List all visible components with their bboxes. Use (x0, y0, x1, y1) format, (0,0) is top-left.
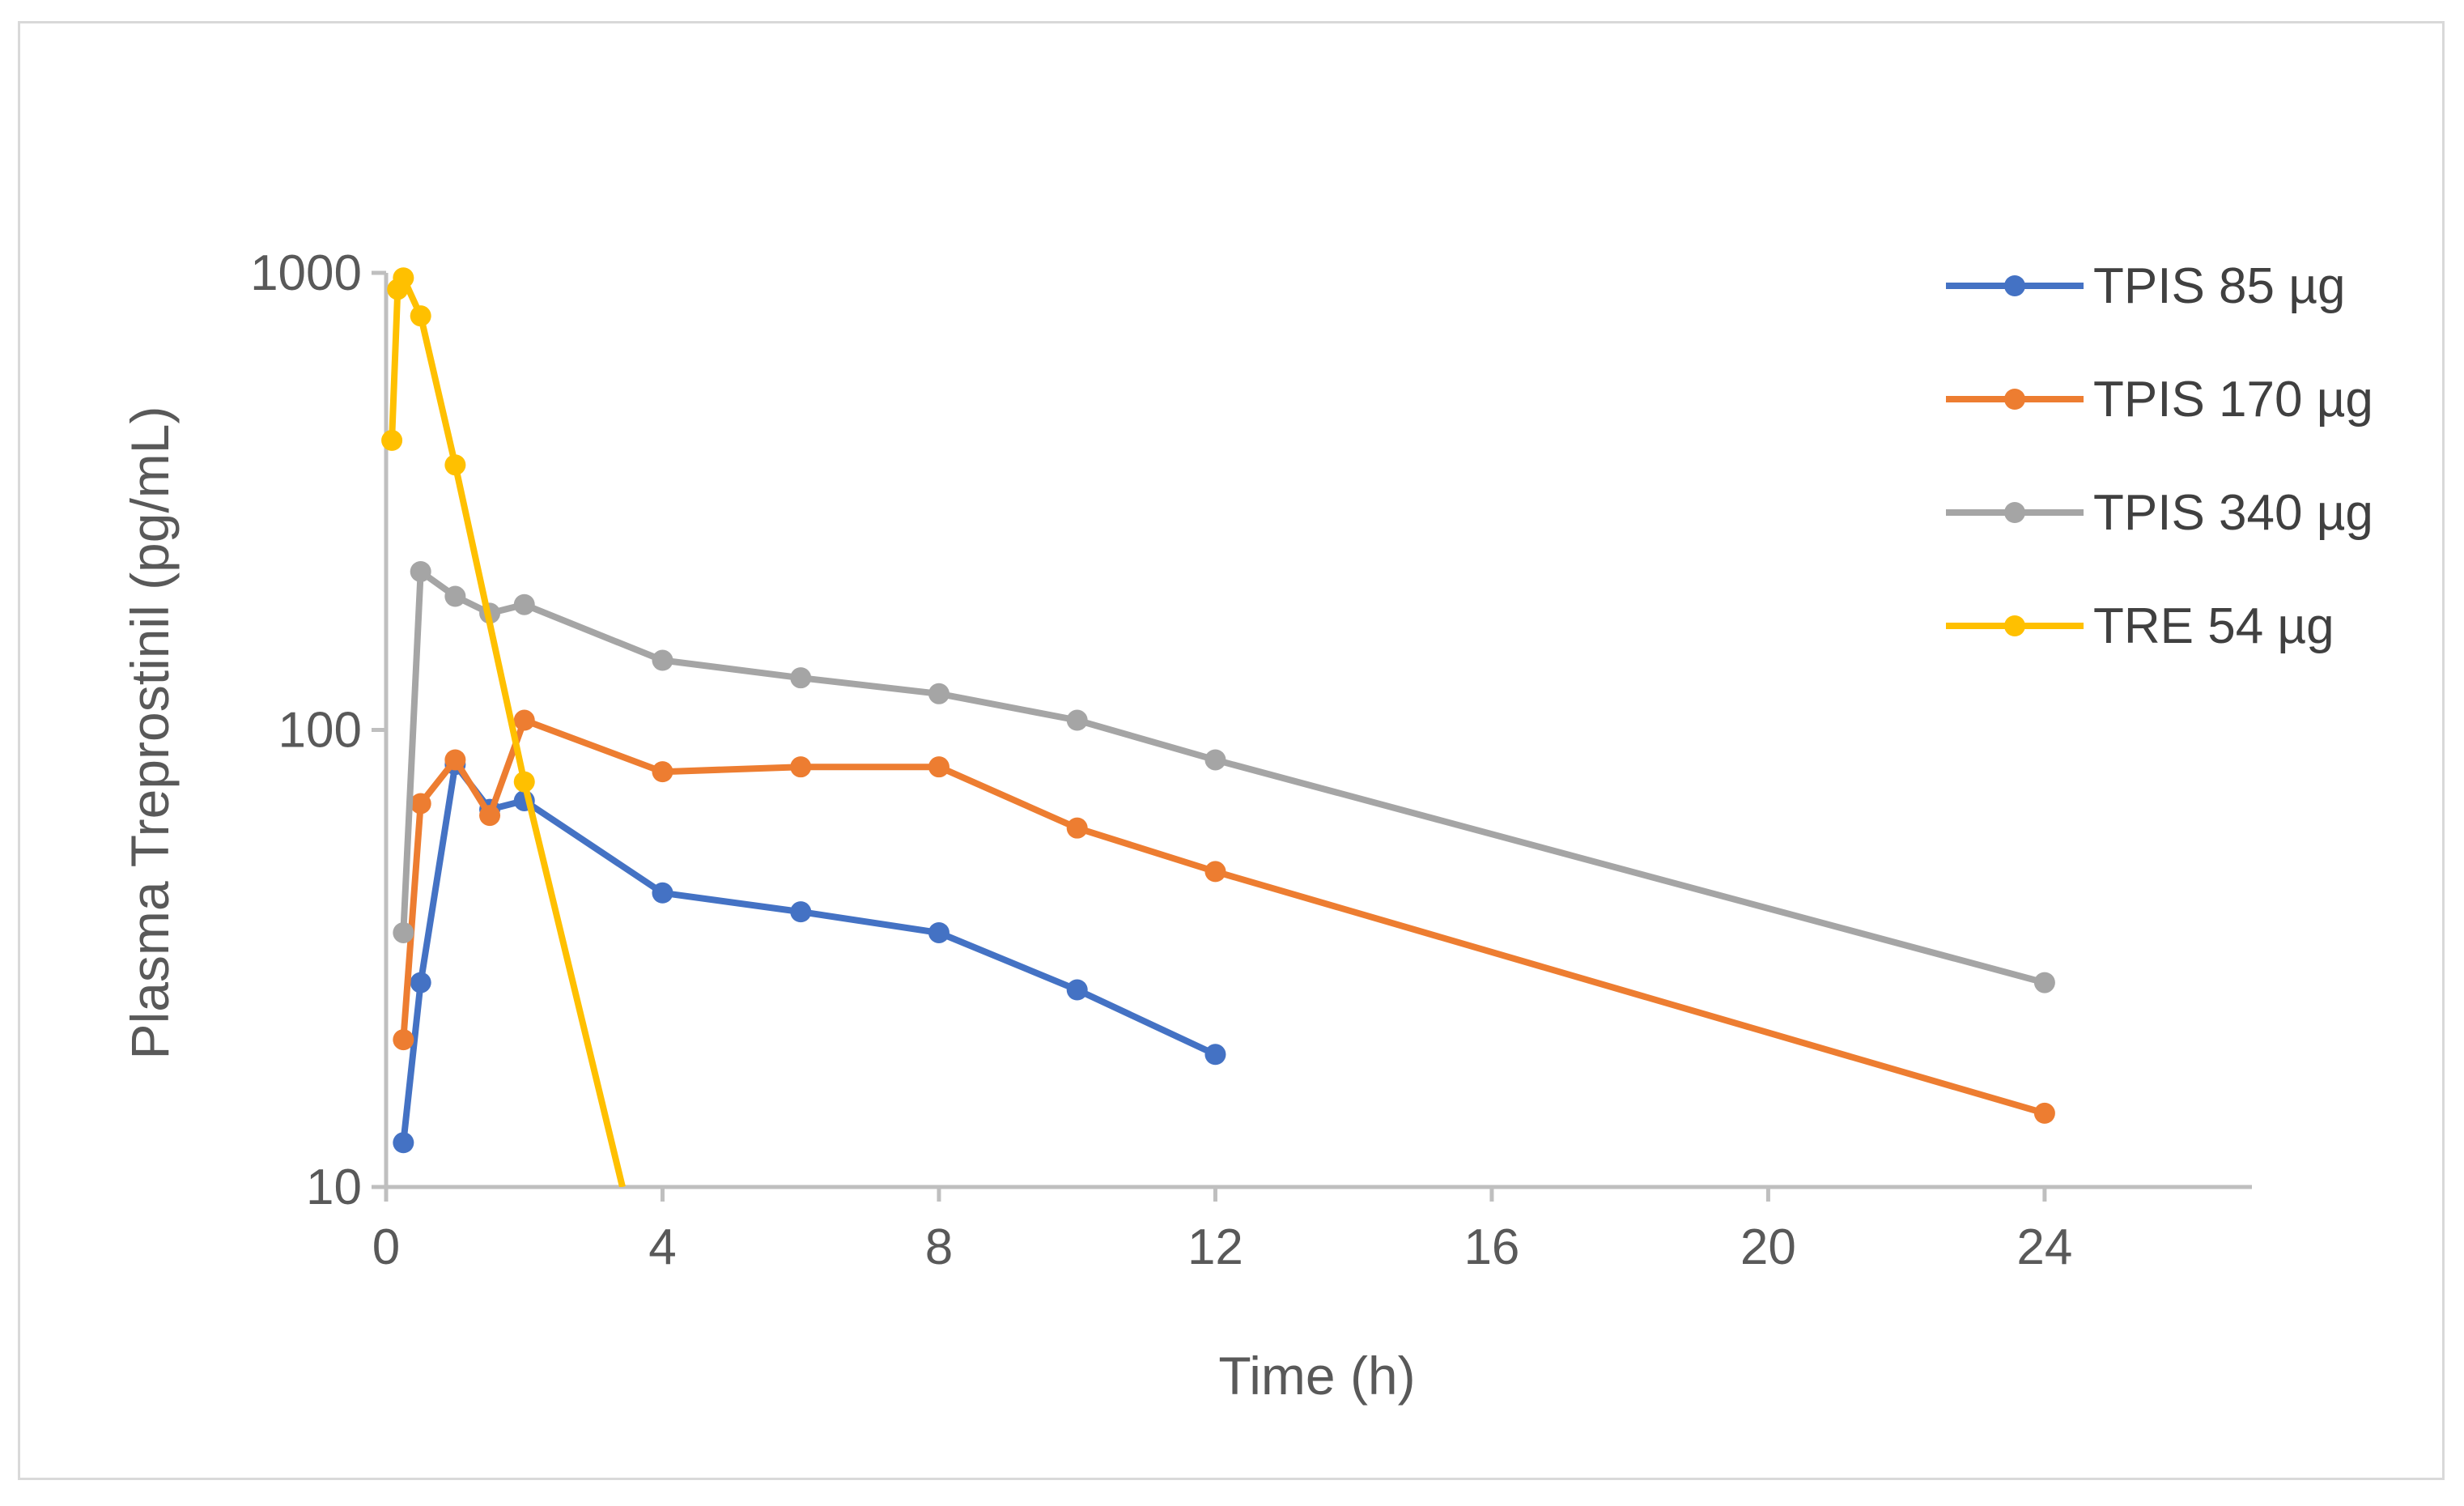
x-tick-label: 4 (648, 1219, 676, 1275)
data-point (652, 649, 673, 671)
data-point (393, 1132, 414, 1154)
data-point (479, 805, 501, 827)
data-point (410, 793, 431, 815)
data-point (444, 454, 466, 476)
data-point (790, 756, 812, 778)
data-point (393, 1029, 414, 1051)
series-tpis-340-g (393, 560, 2055, 993)
y-tick-label: 1000 (250, 245, 362, 301)
data-point (2033, 972, 2055, 993)
x-tick-label: 24 (2016, 1219, 2072, 1275)
legend-swatch-marker (2004, 275, 2025, 296)
axes (384, 273, 2252, 1189)
data-point (652, 882, 673, 904)
legend-swatch-marker (2004, 615, 2025, 636)
data-point (790, 667, 812, 689)
series-line (400, 761, 1217, 1143)
data-point (393, 267, 414, 289)
data-point (513, 771, 535, 793)
data-point (1204, 749, 1226, 771)
data-point (652, 761, 673, 783)
data-point (1204, 1044, 1226, 1066)
legend-item-tpis-340-g: TPIS 340 µg (1946, 485, 2373, 541)
data-point (1066, 817, 1088, 839)
series-line (400, 568, 2046, 986)
data-point (444, 749, 466, 771)
data-point (393, 921, 414, 943)
y-tick-label: 100 (278, 703, 362, 759)
x-ticks: 0 4 8 12 16 20 24 (372, 1187, 2072, 1275)
legend-label: TRE 54 µg (2093, 598, 2334, 654)
x-tick-label: 20 (1740, 1219, 1796, 1275)
series-tpis-170-g (393, 709, 2055, 1124)
data-point (928, 683, 949, 704)
data-point (1066, 709, 1088, 731)
series-line (389, 274, 626, 1187)
data-point (410, 305, 431, 327)
series-tre-54-g (381, 267, 626, 1187)
x-tick-label: 12 (1187, 1219, 1243, 1275)
legend: TPIS 85 µg TPIS 170 µg TPIS 340 µg TRE 54 µ… (1946, 258, 2373, 654)
data-point (410, 560, 431, 582)
data-point (790, 901, 812, 923)
data-point (410, 972, 431, 993)
chart-frame (18, 21, 2445, 1480)
legend-swatch-marker (2004, 502, 2025, 523)
x-tick-label: 16 (1464, 1219, 1519, 1275)
legend-item-tre-54-g: TRE 54 µg (1946, 598, 2334, 654)
data-point (1066, 979, 1088, 1001)
series-layer (381, 267, 2055, 1187)
data-point (513, 593, 535, 615)
legend-label: TPIS 170 µg (2093, 372, 2373, 428)
legend-item-tpis-85-g: TPIS 85 µg (1946, 258, 2345, 314)
data-point (2033, 1102, 2055, 1124)
y-tick-label: 10 (306, 1159, 362, 1215)
legend-label: TPIS 340 µg (2093, 485, 2373, 541)
y-ticks: 10 100 1000 (250, 245, 386, 1215)
legend-swatch-marker (2004, 389, 2025, 410)
x-tick-label: 0 (372, 1219, 400, 1275)
data-point (1204, 861, 1226, 883)
data-point (513, 709, 535, 731)
legend-label: TPIS 85 µg (2093, 258, 2345, 314)
data-point (381, 429, 403, 451)
series-tpis-85-g (393, 754, 1226, 1154)
data-point (928, 921, 949, 943)
y-axis-title: Plasma Treprostinil (pg/mL) (120, 406, 180, 1060)
x-tick-label: 8 (925, 1219, 953, 1275)
x-axis-title: Time (h) (1218, 1346, 1415, 1406)
data-point (444, 585, 466, 607)
legend-item-tpis-170-g: TPIS 170 µg (1946, 372, 2373, 428)
data-point (928, 756, 949, 778)
